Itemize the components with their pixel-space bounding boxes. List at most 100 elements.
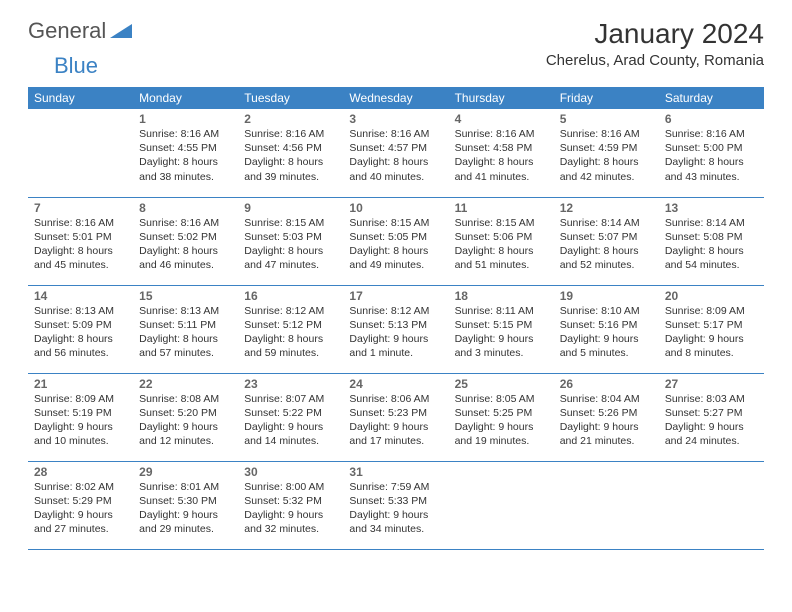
day-number: 4 <box>455 112 548 126</box>
day-number: 3 <box>349 112 442 126</box>
weekday-header: Friday <box>554 87 659 109</box>
day-number: 16 <box>244 289 337 303</box>
day-number: 15 <box>139 289 232 303</box>
sun-info: Sunrise: 8:15 AMSunset: 5:05 PMDaylight:… <box>349 216 442 273</box>
sun-info: Sunrise: 8:05 AMSunset: 5:25 PMDaylight:… <box>455 392 548 449</box>
logo-text-general: General <box>28 18 106 44</box>
day-number: 24 <box>349 377 442 391</box>
day-number: 12 <box>560 201 653 215</box>
sun-info: Sunrise: 8:09 AMSunset: 5:19 PMDaylight:… <box>34 392 127 449</box>
calendar-day-cell: 21Sunrise: 8:09 AMSunset: 5:19 PMDayligh… <box>28 373 133 461</box>
title-block: January 2024 Cherelus, Arad County, Roma… <box>546 18 764 69</box>
calendar-body: 1Sunrise: 8:16 AMSunset: 4:55 PMDaylight… <box>28 109 764 549</box>
day-number: 18 <box>455 289 548 303</box>
day-number: 8 <box>139 201 232 215</box>
day-number: 6 <box>665 112 758 126</box>
day-number: 10 <box>349 201 442 215</box>
sun-info: Sunrise: 8:16 AMSunset: 5:01 PMDaylight:… <box>34 216 127 273</box>
calendar-day-cell: 22Sunrise: 8:08 AMSunset: 5:20 PMDayligh… <box>133 373 238 461</box>
calendar-day-cell: 28Sunrise: 8:02 AMSunset: 5:29 PMDayligh… <box>28 461 133 549</box>
sun-info: Sunrise: 8:07 AMSunset: 5:22 PMDaylight:… <box>244 392 337 449</box>
sun-info: Sunrise: 8:13 AMSunset: 5:09 PMDaylight:… <box>34 304 127 361</box>
sun-info: Sunrise: 8:16 AMSunset: 4:59 PMDaylight:… <box>560 127 653 184</box>
calendar-day-cell: 29Sunrise: 8:01 AMSunset: 5:30 PMDayligh… <box>133 461 238 549</box>
sun-info: Sunrise: 8:09 AMSunset: 5:17 PMDaylight:… <box>665 304 758 361</box>
day-number: 21 <box>34 377 127 391</box>
day-number: 19 <box>560 289 653 303</box>
calendar-week-row: 28Sunrise: 8:02 AMSunset: 5:29 PMDayligh… <box>28 461 764 549</box>
location-text: Cherelus, Arad County, Romania <box>546 52 764 69</box>
calendar-day-cell: 19Sunrise: 8:10 AMSunset: 5:16 PMDayligh… <box>554 285 659 373</box>
day-number: 28 <box>34 465 127 479</box>
calendar-day-cell: 25Sunrise: 8:05 AMSunset: 5:25 PMDayligh… <box>449 373 554 461</box>
calendar-header-row: SundayMondayTuesdayWednesdayThursdayFrid… <box>28 87 764 109</box>
logo-triangle-icon <box>110 20 132 43</box>
sun-info: Sunrise: 8:02 AMSunset: 5:29 PMDaylight:… <box>34 480 127 537</box>
calendar-day-cell: 26Sunrise: 8:04 AMSunset: 5:26 PMDayligh… <box>554 373 659 461</box>
sun-info: Sunrise: 8:12 AMSunset: 5:13 PMDaylight:… <box>349 304 442 361</box>
calendar-day-cell: 24Sunrise: 8:06 AMSunset: 5:23 PMDayligh… <box>343 373 448 461</box>
sun-info: Sunrise: 8:03 AMSunset: 5:27 PMDaylight:… <box>665 392 758 449</box>
logo-text-blue: Blue <box>54 53 98 78</box>
day-number: 22 <box>139 377 232 391</box>
sun-info: Sunrise: 8:12 AMSunset: 5:12 PMDaylight:… <box>244 304 337 361</box>
weekday-header: Thursday <box>449 87 554 109</box>
weekday-header: Sunday <box>28 87 133 109</box>
calendar-day-cell <box>449 461 554 549</box>
calendar-day-cell: 18Sunrise: 8:11 AMSunset: 5:15 PMDayligh… <box>449 285 554 373</box>
sun-info: Sunrise: 8:00 AMSunset: 5:32 PMDaylight:… <box>244 480 337 537</box>
calendar-day-cell: 1Sunrise: 8:16 AMSunset: 4:55 PMDaylight… <box>133 109 238 197</box>
sun-info: Sunrise: 8:16 AMSunset: 4:58 PMDaylight:… <box>455 127 548 184</box>
sun-info: Sunrise: 8:08 AMSunset: 5:20 PMDaylight:… <box>139 392 232 449</box>
calendar-day-cell: 8Sunrise: 8:16 AMSunset: 5:02 PMDaylight… <box>133 197 238 285</box>
calendar-week-row: 14Sunrise: 8:13 AMSunset: 5:09 PMDayligh… <box>28 285 764 373</box>
day-number: 26 <box>560 377 653 391</box>
calendar-day-cell: 11Sunrise: 8:15 AMSunset: 5:06 PMDayligh… <box>449 197 554 285</box>
calendar-day-cell: 31Sunrise: 7:59 AMSunset: 5:33 PMDayligh… <box>343 461 448 549</box>
sun-info: Sunrise: 8:11 AMSunset: 5:15 PMDaylight:… <box>455 304 548 361</box>
calendar-day-cell: 23Sunrise: 8:07 AMSunset: 5:22 PMDayligh… <box>238 373 343 461</box>
weekday-header: Saturday <box>659 87 764 109</box>
calendar-day-cell: 16Sunrise: 8:12 AMSunset: 5:12 PMDayligh… <box>238 285 343 373</box>
sun-info: Sunrise: 8:10 AMSunset: 5:16 PMDaylight:… <box>560 304 653 361</box>
sun-info: Sunrise: 8:01 AMSunset: 5:30 PMDaylight:… <box>139 480 232 537</box>
calendar-day-cell: 10Sunrise: 8:15 AMSunset: 5:05 PMDayligh… <box>343 197 448 285</box>
sun-info: Sunrise: 8:16 AMSunset: 4:56 PMDaylight:… <box>244 127 337 184</box>
day-number: 1 <box>139 112 232 126</box>
weekday-header: Wednesday <box>343 87 448 109</box>
calendar-day-cell: 5Sunrise: 8:16 AMSunset: 4:59 PMDaylight… <box>554 109 659 197</box>
calendar-day-cell: 20Sunrise: 8:09 AMSunset: 5:17 PMDayligh… <box>659 285 764 373</box>
calendar-day-cell: 15Sunrise: 8:13 AMSunset: 5:11 PMDayligh… <box>133 285 238 373</box>
calendar-day-cell: 4Sunrise: 8:16 AMSunset: 4:58 PMDaylight… <box>449 109 554 197</box>
sun-info: Sunrise: 8:06 AMSunset: 5:23 PMDaylight:… <box>349 392 442 449</box>
day-number: 29 <box>139 465 232 479</box>
day-number: 30 <box>244 465 337 479</box>
sun-info: Sunrise: 8:16 AMSunset: 4:57 PMDaylight:… <box>349 127 442 184</box>
calendar-day-cell <box>28 109 133 197</box>
calendar-day-cell <box>554 461 659 549</box>
sun-info: Sunrise: 8:14 AMSunset: 5:08 PMDaylight:… <box>665 216 758 273</box>
sun-info: Sunrise: 7:59 AMSunset: 5:33 PMDaylight:… <box>349 480 442 537</box>
calendar-day-cell: 13Sunrise: 8:14 AMSunset: 5:08 PMDayligh… <box>659 197 764 285</box>
calendar-table: SundayMondayTuesdayWednesdayThursdayFrid… <box>28 87 764 550</box>
sun-info: Sunrise: 8:14 AMSunset: 5:07 PMDaylight:… <box>560 216 653 273</box>
sun-info: Sunrise: 8:16 AMSunset: 5:02 PMDaylight:… <box>139 216 232 273</box>
sun-info: Sunrise: 8:13 AMSunset: 5:11 PMDaylight:… <box>139 304 232 361</box>
logo: General <box>28 18 134 44</box>
day-number: 14 <box>34 289 127 303</box>
day-number: 31 <box>349 465 442 479</box>
calendar-day-cell: 30Sunrise: 8:00 AMSunset: 5:32 PMDayligh… <box>238 461 343 549</box>
sun-info: Sunrise: 8:16 AMSunset: 5:00 PMDaylight:… <box>665 127 758 184</box>
day-number: 9 <box>244 201 337 215</box>
sun-info: Sunrise: 8:16 AMSunset: 4:55 PMDaylight:… <box>139 127 232 184</box>
calendar-day-cell: 27Sunrise: 8:03 AMSunset: 5:27 PMDayligh… <box>659 373 764 461</box>
sun-info: Sunrise: 8:15 AMSunset: 5:06 PMDaylight:… <box>455 216 548 273</box>
weekday-header: Monday <box>133 87 238 109</box>
calendar-week-row: 7Sunrise: 8:16 AMSunset: 5:01 PMDaylight… <box>28 197 764 285</box>
sun-info: Sunrise: 8:04 AMSunset: 5:26 PMDaylight:… <box>560 392 653 449</box>
calendar-day-cell: 6Sunrise: 8:16 AMSunset: 5:00 PMDaylight… <box>659 109 764 197</box>
calendar-week-row: 21Sunrise: 8:09 AMSunset: 5:19 PMDayligh… <box>28 373 764 461</box>
calendar-day-cell: 12Sunrise: 8:14 AMSunset: 5:07 PMDayligh… <box>554 197 659 285</box>
day-number: 17 <box>349 289 442 303</box>
day-number: 13 <box>665 201 758 215</box>
